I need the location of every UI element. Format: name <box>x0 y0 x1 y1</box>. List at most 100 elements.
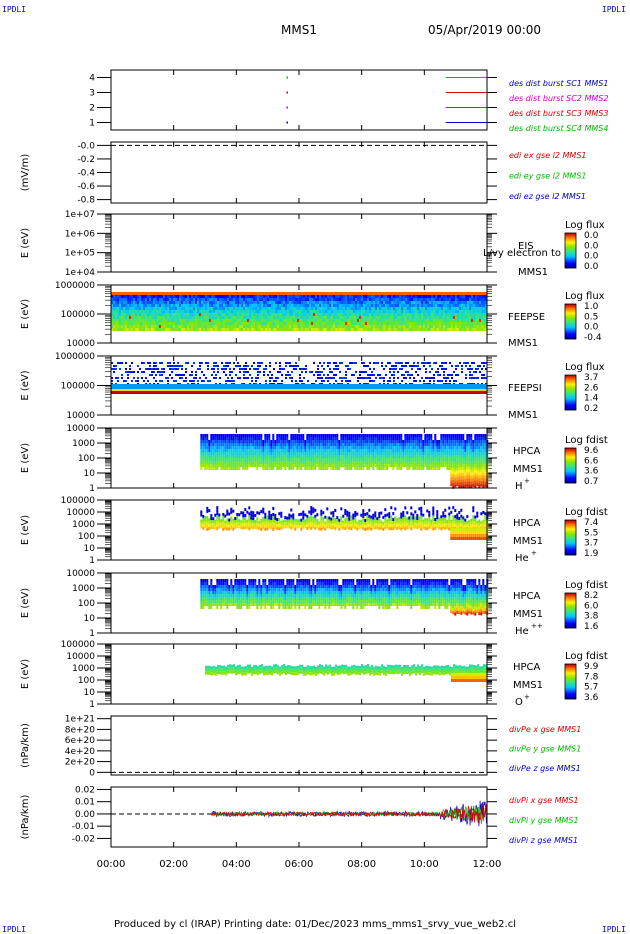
spec-cell <box>157 316 159 319</box>
spec-cell <box>379 389 381 391</box>
spec-cell <box>155 310 157 313</box>
spec-cell <box>221 322 223 325</box>
spec-cell <box>175 368 177 370</box>
spec-cell <box>167 319 169 322</box>
spec-cell <box>173 316 175 319</box>
y-axis-label: E (eV) <box>20 228 31 258</box>
spec-cell <box>273 391 275 394</box>
spec-cell <box>333 316 335 319</box>
colorbar-step <box>565 255 576 257</box>
spec-cell <box>451 322 453 325</box>
spec-cell <box>199 325 201 328</box>
spec-cell <box>419 322 421 325</box>
spec-cell <box>133 313 135 316</box>
spec-cell <box>317 377 319 379</box>
spec-cell <box>264 449 267 452</box>
spec-cell <box>399 292 401 295</box>
spec-cell <box>315 384 317 389</box>
spec-cell <box>257 362 259 364</box>
spec-cell <box>411 391 413 394</box>
spec-cell <box>278 467 281 470</box>
spec-cell <box>269 328 271 331</box>
spec-cell <box>215 307 217 310</box>
spec-cell <box>171 313 173 316</box>
spec-cell <box>141 310 143 313</box>
spec-cell <box>415 391 417 394</box>
spec-cell <box>445 325 447 328</box>
spec-cell <box>173 384 175 389</box>
spec-cell <box>216 452 219 455</box>
spec-cell <box>149 389 151 391</box>
spec-cell <box>185 362 187 364</box>
spec-cell <box>273 292 275 295</box>
spec-cell <box>302 440 305 443</box>
spec-cell <box>353 319 355 322</box>
spec-cell <box>275 304 277 307</box>
spec-cell <box>439 313 441 316</box>
spec-cell <box>463 313 465 316</box>
spec-cell <box>131 292 133 295</box>
spec-cell <box>317 307 319 310</box>
spec-cell <box>287 316 289 319</box>
spec-cell <box>485 328 487 331</box>
spec-cell <box>245 313 247 316</box>
spec-cell <box>139 391 141 394</box>
spec-cell <box>445 391 447 394</box>
spec-cell <box>245 368 247 370</box>
spec-cell <box>161 389 163 391</box>
spec-cell <box>207 325 209 328</box>
spec-cell <box>217 322 219 325</box>
spec-cell <box>119 304 121 307</box>
spec-cell <box>371 292 373 295</box>
spec-cell <box>231 380 233 382</box>
spec-cell <box>405 292 407 295</box>
spec-cell <box>115 295 117 298</box>
spec-cell <box>151 374 153 376</box>
spec-cell <box>365 319 367 322</box>
spec-cell <box>339 391 341 394</box>
spec-cell <box>183 374 185 376</box>
spec-cell <box>341 313 343 316</box>
spec-cell <box>177 319 179 322</box>
spec-cell <box>361 325 363 328</box>
spec-cell <box>292 461 295 464</box>
spec-cell <box>295 292 297 295</box>
spec-cell <box>195 292 197 295</box>
spec-cell <box>276 449 279 452</box>
spec-cell <box>272 443 275 446</box>
spec-cell <box>371 322 373 325</box>
spec-cell <box>308 440 311 443</box>
spec-cell <box>409 374 411 376</box>
spec-cell <box>417 295 419 298</box>
spec-cell <box>139 310 141 313</box>
spec-cell <box>264 458 267 461</box>
spec-cell <box>213 325 215 328</box>
spec-cell <box>292 458 295 461</box>
spec-cell <box>216 458 219 461</box>
spec-cell <box>465 365 467 367</box>
spec-cell <box>305 298 307 301</box>
spec-cell <box>279 325 281 328</box>
spec-cell <box>421 391 423 394</box>
spec-cell <box>204 449 207 452</box>
spec-cell <box>463 316 465 319</box>
spec-cell <box>301 328 303 331</box>
spec-cell <box>113 384 115 389</box>
spec-cell <box>241 389 243 391</box>
spec-cell <box>301 301 303 304</box>
spec-cell <box>293 384 295 389</box>
spec-cell <box>413 384 415 389</box>
spec-cell <box>411 313 413 316</box>
spec-cell <box>209 380 211 382</box>
spec-cell <box>325 298 327 301</box>
spec-cell <box>238 449 241 452</box>
spec-cell <box>227 307 229 310</box>
spec-cell <box>141 391 143 394</box>
spec-cell <box>329 313 331 316</box>
spec-cell <box>153 362 155 364</box>
spec-cell <box>381 316 383 319</box>
spec-cell <box>215 298 217 301</box>
spec-cell <box>119 325 121 328</box>
spec-cell <box>369 374 371 376</box>
spec-cell <box>479 328 481 331</box>
